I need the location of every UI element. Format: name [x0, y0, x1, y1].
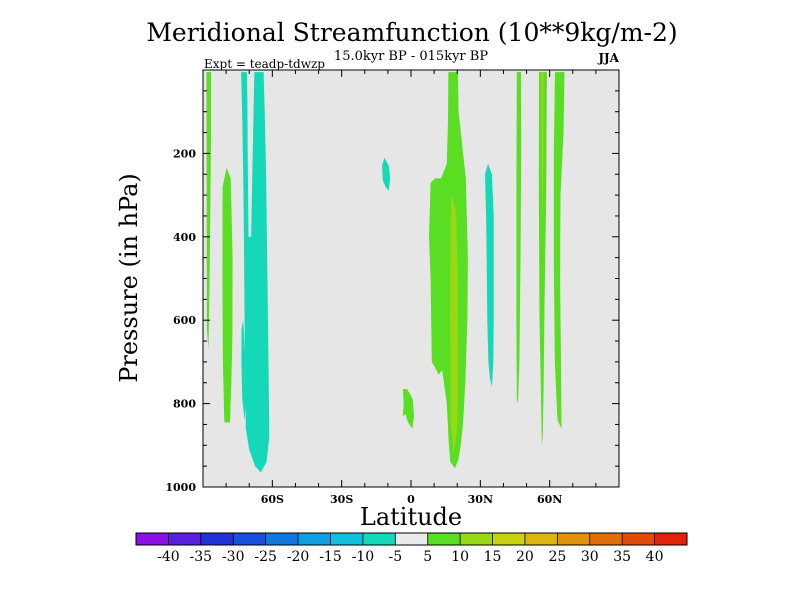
y-tick-label: 200 — [173, 147, 196, 160]
colorbar-swatch — [330, 533, 364, 545]
colorbar: -40 -35 -30 -25 -20 -15 -10 -5 5 10 15 20 25 30 35 40 — [135, 532, 688, 565]
colorbar-swatch — [168, 533, 202, 545]
x-tick-label: 60S — [261, 493, 284, 506]
chart-title: Meridional Streamfunction (10**9kg/m-2) — [146, 18, 677, 47]
colorbar-label: 30 — [581, 549, 599, 565]
contour-regions — [206, 72, 565, 473]
colorbar-frame — [135, 532, 688, 546]
y-tick-label: 800 — [173, 398, 196, 411]
x-axis-ticks: 60S 30S 0 30N 60N — [225, 70, 597, 506]
colorbar-label: 40 — [646, 549, 664, 565]
season-label: JJA — [597, 51, 619, 65]
colorbar-label: 15 — [484, 549, 502, 565]
colorbar-swatch — [622, 533, 655, 545]
colorbar-label: 35 — [613, 549, 631, 565]
region-nh-20-core — [450, 195, 459, 454]
colorbar-label: 20 — [516, 549, 534, 565]
y-axis-ticks: 200 400 600 800 1000 — [165, 90, 619, 494]
colorbar-label: 5 — [423, 549, 432, 565]
colorbar-label: -30 — [222, 549, 245, 565]
colorbar-label: 10 — [451, 549, 469, 565]
region-nh-55-core — [541, 72, 544, 216]
colorbar-swatch — [362, 533, 396, 545]
colorbar-swatch — [427, 533, 461, 545]
colorbar-label: 25 — [548, 549, 566, 565]
colorbar-label: -5 — [388, 549, 402, 565]
colorbar-swatch — [557, 533, 590, 545]
colorbar-swatch — [460, 533, 493, 545]
region-sh-15-negative-blob — [382, 157, 391, 191]
colorbar-swatch — [265, 533, 299, 545]
x-tick-label: 60N — [537, 493, 562, 506]
region-eq-positive-blob — [402, 389, 414, 429]
colorbar-swatch — [654, 533, 688, 545]
y-tick-label: 1000 — [165, 481, 196, 494]
y-tick-label: 600 — [173, 314, 196, 327]
colorbar-label: -40 — [157, 549, 180, 565]
colorbar-swatch — [200, 533, 234, 545]
x-tick-label: 0 — [407, 493, 415, 506]
x-tick-label: 30S — [330, 493, 353, 506]
region-nh-45-positive-strip — [516, 72, 522, 404]
colorbar-swatch — [233, 533, 266, 545]
region-sh-60-positive-cell — [222, 168, 233, 423]
region-nh-20-positive-column — [429, 72, 468, 469]
y-axis-label: Pressure (in hPa) — [115, 173, 143, 383]
colorbar-swatch — [524, 533, 558, 545]
region-sh-60-negative-lower-cell — [241, 320, 246, 421]
y-tick-label: 400 — [173, 231, 196, 244]
x-tick-label: 30N — [468, 493, 493, 506]
colorbar-swatch — [298, 533, 331, 545]
region-nh-62-positive-strip — [553, 72, 565, 429]
experiment-label: Expt = teadp-tdwzp — [204, 57, 325, 71]
region-nh-30-negative-column — [485, 163, 494, 387]
colorbar-swatch — [589, 533, 623, 545]
colorbar-swatch — [395, 533, 428, 545]
chart-subtitle: 15.0kyr BP - 015kyr BP — [334, 49, 488, 64]
colorbar-label: -25 — [254, 549, 277, 565]
colorbar-label: -35 — [190, 549, 213, 565]
colorbar-label: -20 — [287, 549, 310, 565]
colorbar-label: -15 — [319, 549, 342, 565]
colorbar-swatch — [492, 533, 526, 545]
region-sh-60-negative-column — [241, 72, 270, 473]
x-axis-label: Latitude — [360, 503, 462, 531]
colorbar-label: -10 — [352, 549, 375, 565]
colorbar-swatch — [136, 533, 169, 545]
region-nh-55-positive-strip — [538, 72, 547, 446]
region-sh-polar-positive-strip — [206, 72, 212, 350]
